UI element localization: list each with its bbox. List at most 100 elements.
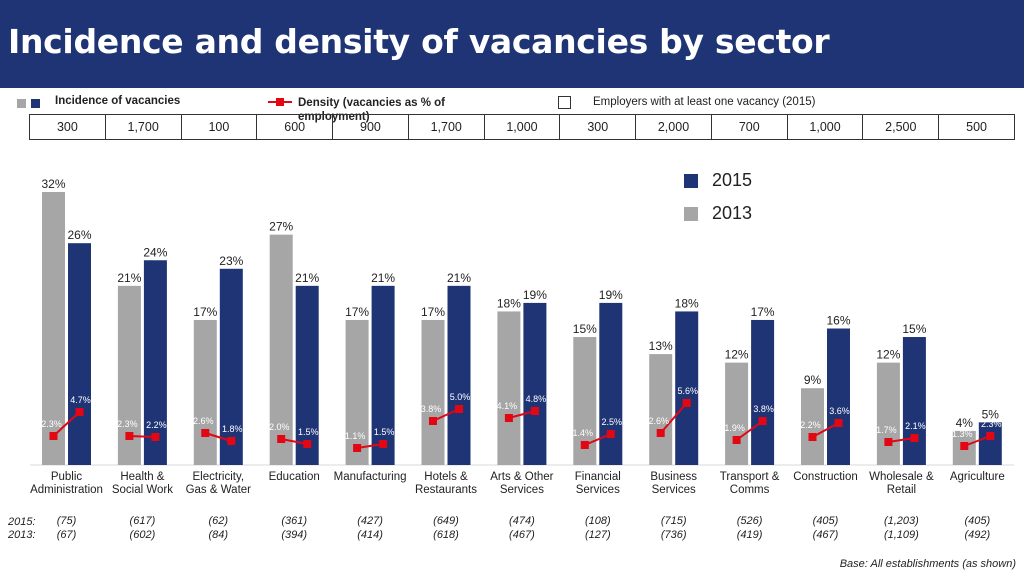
category-label: Retail <box>887 484 916 496</box>
density-point-2013 <box>353 444 362 452</box>
base-count-2015: (108) <box>585 515 611 527</box>
bar-value-label-2015: 17% <box>751 305 775 319</box>
bar-value-label-2013: 18% <box>497 296 521 310</box>
employers-legend-box <box>558 96 571 109</box>
bar-2013 <box>269 234 293 465</box>
bar-value-label-2013: 9% <box>804 373 822 387</box>
bar-2015 <box>978 422 1002 465</box>
base-count-2013: (67) <box>57 529 77 541</box>
bar-2015 <box>447 285 471 465</box>
base-count-2013: (127) <box>585 529 611 541</box>
employers-cell: 500 <box>938 114 1015 140</box>
legend-label-2013: 2013 <box>712 203 753 223</box>
bar-2015 <box>219 268 243 465</box>
density-point-2013 <box>49 432 58 440</box>
employers-cell: 900 <box>332 114 409 140</box>
employers-cell: 1,000 <box>786 114 864 140</box>
bar-2013 <box>801 388 824 465</box>
density-label-2013: 1.9% <box>724 423 745 433</box>
base-count-2013: (467) <box>813 529 839 541</box>
bar-value-label-2013: 17% <box>193 305 217 319</box>
category-label: Gas & Water <box>186 484 252 496</box>
employers-cell: 300 <box>559 114 637 140</box>
category-label: Services <box>500 484 544 496</box>
page-title: Incidence and density of vacancies by se… <box>8 22 830 61</box>
base-count-2013: (736) <box>661 529 687 541</box>
density-point-2015 <box>75 408 84 416</box>
bar-2015 <box>599 302 623 465</box>
bar-2015 <box>827 328 850 465</box>
bar-2013 <box>497 311 521 465</box>
bar-value-label-2015: 16% <box>826 314 850 328</box>
density-point-2015 <box>758 417 767 425</box>
density-label-2013: 1.4% <box>573 428 594 438</box>
base-count-2015: (474) <box>509 515 535 527</box>
category-label: Comms <box>730 484 770 496</box>
title-bar: Incidence and density of vacancies by se… <box>0 0 1024 88</box>
bar-2015 <box>143 260 167 465</box>
base-count-2015: (62) <box>209 515 229 527</box>
bar-2013 <box>421 319 445 465</box>
category-label: Construction <box>793 471 858 483</box>
density-label-2015: 5.6% <box>677 386 698 396</box>
density-label-2013: 2.6% <box>193 416 214 426</box>
bar-value-label-2015: 23% <box>219 254 243 268</box>
bar-2013 <box>193 319 217 465</box>
base-count-2015: (75) <box>57 515 77 527</box>
density-label-2015: 2.2% <box>146 420 167 430</box>
density-point-2013 <box>125 432 134 440</box>
density-point-2015 <box>834 419 843 427</box>
category-label: Agriculture <box>950 471 1005 483</box>
legend-swatch-2015 <box>684 174 698 188</box>
density-label-2015: 2.3% <box>981 419 1002 429</box>
base-count-2013: (467) <box>509 529 535 541</box>
density-label-2015: 1.5% <box>374 427 395 437</box>
employers-cell: 100 <box>180 114 258 140</box>
bar-value-label-2013: 4% <box>956 416 974 430</box>
density-point-2015 <box>606 430 615 438</box>
legend-swatch-2013-small <box>17 99 26 108</box>
base-count-2015: (526) <box>737 515 763 527</box>
employers-cell: 700 <box>710 114 788 140</box>
density-label-2013: 2.2% <box>800 420 821 430</box>
bar-value-label-2013: 12% <box>725 348 749 362</box>
base-count-2015: (649) <box>433 515 459 527</box>
base-count-2013: (84) <box>209 529 229 541</box>
density-label-2013: 1.1% <box>345 431 366 441</box>
category-label: Restaurants <box>415 484 477 496</box>
density-label-2015: 4.8% <box>526 394 547 404</box>
category-label: Manufacturing <box>334 471 407 483</box>
base-count-2013: (394) <box>281 529 307 541</box>
incidence-legend-label: Incidence of vacancies <box>55 95 181 107</box>
density-point-2013 <box>429 417 437 425</box>
density-line <box>963 435 991 447</box>
category-label: Wholesale & <box>869 471 934 483</box>
category-label: Financial <box>575 471 621 483</box>
employers-table: 300 1,700 100 600 900 1,700 1,000 300 2,… <box>29 114 1015 140</box>
employers-cell: 1,700 <box>407 114 485 140</box>
density-label-2013: 2.0% <box>269 422 290 432</box>
bar-2015 <box>371 285 395 465</box>
base-count-2015: (715) <box>661 515 687 527</box>
density-line <box>129 435 156 438</box>
density-label-2015: 3.8% <box>753 404 774 414</box>
category-label: Transport & <box>720 471 780 483</box>
density-point-2013 <box>960 442 969 450</box>
bar-value-label-2013: 21% <box>117 271 141 285</box>
category-label: Arts & Other <box>490 471 553 483</box>
base-count-2013: (414) <box>357 529 383 541</box>
density-point-2013 <box>808 433 817 441</box>
density-line <box>508 410 536 419</box>
bar-value-label-2013: 17% <box>421 305 445 319</box>
density-line <box>205 432 232 442</box>
bar-2013 <box>117 285 141 465</box>
density-label-2013: 2.3% <box>117 419 138 429</box>
density-point-2015 <box>379 440 388 448</box>
legend-swatch-2015-small <box>31 99 40 108</box>
employers-cell: 1,000 <box>483 114 561 140</box>
bar-value-label-2013: 32% <box>41 177 65 191</box>
density-line <box>432 408 460 422</box>
legend-label-2015: 2015 <box>712 170 753 190</box>
bar-2015 <box>295 285 319 465</box>
